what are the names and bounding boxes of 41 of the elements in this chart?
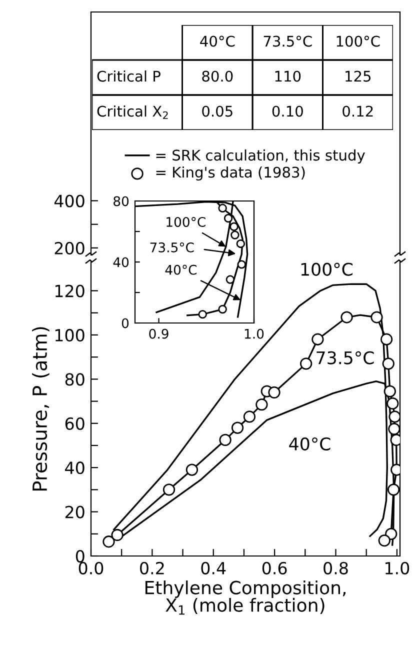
text: 125 (346, 70, 371, 82)
x-tick-label: 1.0 (244, 328, 264, 339)
x-axis-title: Ethylene Composition, X$_{1}$ (mole fraction) (146, 580, 346, 615)
annotation: 40°C (165, 264, 197, 275)
y-tick-label: 400 (54, 194, 84, 208)
x-tick-label: 0.8 (324, 562, 348, 574)
x-tick-label: 0.2 (140, 562, 164, 574)
text: 0.05 (202, 106, 232, 117)
x-tick-label: 0.0 (78, 562, 104, 574)
x-tick-label: 0.9 (149, 328, 168, 339)
x-tick-label: 0.6 (262, 562, 287, 574)
annotation: 100°C (166, 216, 206, 227)
y-tick-label: 80 (114, 196, 129, 206)
category-label: Critical P (97, 70, 160, 82)
legend-label: = SRK calculation, this study (156, 149, 365, 164)
x-tick-label: 1.0 (386, 562, 410, 574)
y-tick-label: 20 (65, 506, 84, 518)
category-label: 40°C (200, 36, 235, 47)
annotation: 40°C (289, 437, 330, 450)
y-axis-title: Pressure, P (atm) (32, 327, 50, 491)
y-tick-label: 200 (54, 242, 84, 254)
x-tick-label: 0.4 (201, 562, 226, 574)
annotation: 73.5°C (150, 242, 194, 252)
y-tick-label: 0 (122, 318, 129, 328)
text: 0.12 (342, 106, 373, 117)
y-tick-label: 0 (76, 550, 84, 563)
text: 110 (275, 70, 301, 82)
y-tick-label: 40 (65, 462, 84, 474)
text: 80.0 (202, 70, 233, 82)
category-label: 73.5°C (264, 36, 312, 47)
legend-label: = King's data (1983) (156, 166, 305, 181)
y-tick-label: 60 (65, 417, 84, 430)
y-tick-label: 100 (55, 328, 84, 342)
category-label: Critical X$_{2}$ (97, 105, 168, 119)
y-tick-label: 120 (55, 284, 84, 298)
annotation: 73.5°C (316, 351, 374, 364)
annotation: 100°C (301, 262, 352, 276)
category-label: 100°C (336, 36, 380, 47)
y-tick-label: 40 (113, 257, 129, 268)
y-tick-label: 80 (65, 373, 84, 386)
text: 0.10 (272, 106, 303, 117)
